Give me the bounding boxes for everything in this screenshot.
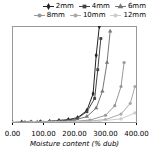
html-text:8mm: 8mm (46, 11, 65, 19)
svg-text:0.00: 0.00 (5, 130, 21, 138)
html-text:12mm: 12mm (123, 11, 146, 19)
svg-text:200.00: 200.00 (62, 130, 87, 138)
html-text:10mm: 10mm (82, 11, 106, 19)
svg-text:100.00: 100.00 (31, 130, 56, 138)
svg-text:Moisture content (% dub): Moisture content (% dub) (30, 140, 119, 148)
html-text:4mm: 4mm (91, 2, 110, 10)
svg-text:300.00: 300.00 (93, 130, 118, 138)
svg-text:400.00: 400.00 (124, 130, 149, 138)
html-text:6mm: 6mm (127, 2, 146, 10)
html-text:2mm: 2mm (55, 2, 74, 10)
